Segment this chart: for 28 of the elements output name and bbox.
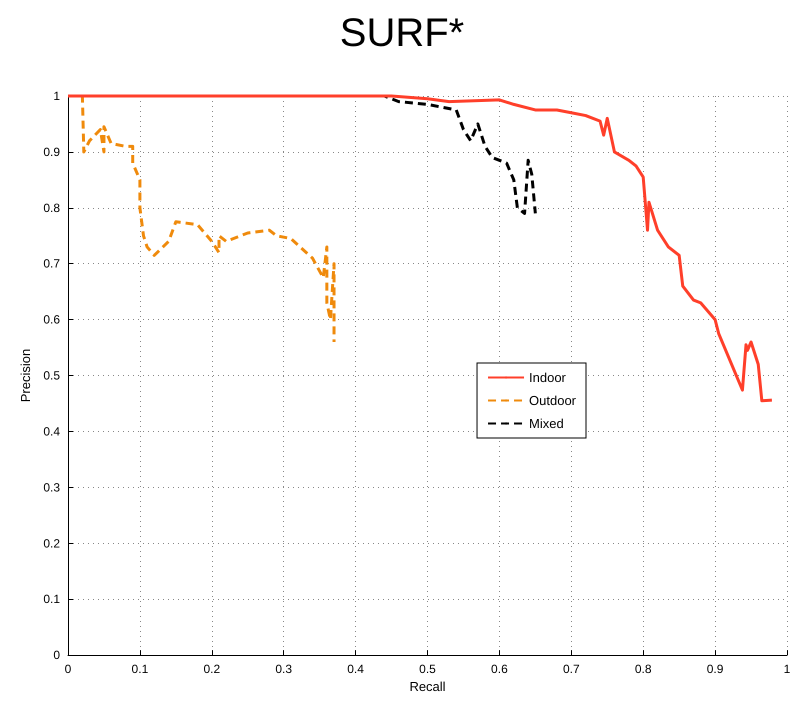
x-tick-label: 0.3 <box>275 662 292 676</box>
x-tick-label: 0.7 <box>562 662 580 676</box>
x-tick-label: 0.5 <box>419 662 436 676</box>
legend-label: Outdoor <box>529 393 577 408</box>
y-axis-title: Precision <box>18 348 33 402</box>
legend-label: Mixed <box>529 416 564 431</box>
x-axis-title: Recall <box>409 679 446 694</box>
x-tick-label: 1 <box>784 662 791 676</box>
y-tick-label: 1 <box>53 89 60 103</box>
y-tick-label: 0.1 <box>43 592 60 606</box>
legend-label: Indoor <box>529 370 567 385</box>
x-tick-label: 0.4 <box>347 662 364 676</box>
y-tick-label: 0.6 <box>43 312 60 327</box>
y-tick-label: 0 <box>53 648 60 662</box>
y-tick-label: 0.9 <box>43 144 60 159</box>
x-tick-label: 0.2 <box>203 662 220 676</box>
y-tick-label: 0.7 <box>43 256 60 271</box>
y-tick-label: 0.2 <box>43 536 60 550</box>
y-tick-label: 0.8 <box>43 200 60 215</box>
x-tick-label: 0.9 <box>706 662 724 676</box>
x-tick-label: 0.1 <box>132 662 149 676</box>
y-tick-label: 0.5 <box>43 368 60 383</box>
x-tick-label: 0.6 <box>491 662 508 676</box>
x-tick-label: 0.8 <box>634 662 652 676</box>
chart-title: SURF* <box>340 11 464 55</box>
y-tick-label: 0.3 <box>43 480 60 494</box>
y-tick-label: 0.4 <box>43 424 60 438</box>
x-tick-label: 0 <box>64 662 72 676</box>
